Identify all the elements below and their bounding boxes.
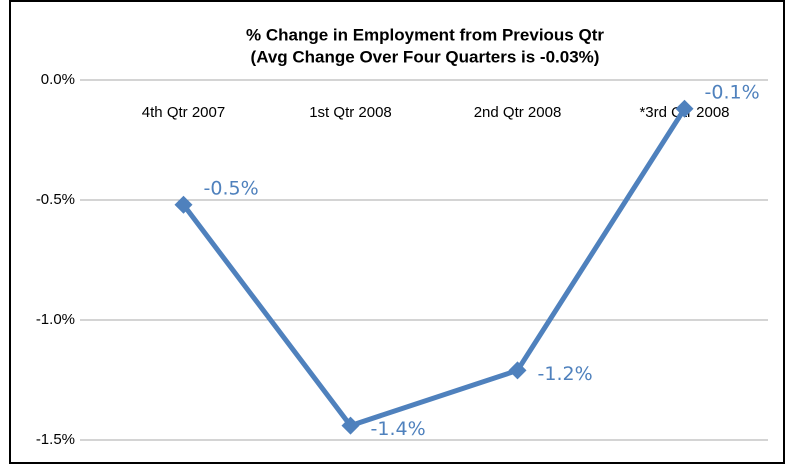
data-point [675,99,694,118]
data-label: -0.5% [204,177,259,199]
data-label: -0.1% [705,81,760,103]
y-tick-label: -0.5% [36,191,75,208]
data-point [341,416,360,435]
data-label: -1.2% [538,363,593,385]
x-tick-label: 2nd Qtr 2008 [474,104,562,121]
chart-frame [9,0,785,464]
chart-subtitle: (Avg Change Over Four Quarters is -0.03%… [251,47,600,66]
y-tick-label: 0.0% [41,71,75,88]
series-line [181,107,687,429]
x-tick-label: 1st Qtr 2008 [309,104,392,121]
chart-title: % Change in Employment from Previous Qtr [246,25,604,44]
y-tick-label: -1.5% [36,431,75,448]
data-point [508,361,527,380]
x-tick-label: 4th Qtr 2007 [142,104,225,121]
data-point [174,195,193,214]
y-tick-label: -1.0% [36,311,75,328]
data-label: -1.4% [371,418,426,440]
